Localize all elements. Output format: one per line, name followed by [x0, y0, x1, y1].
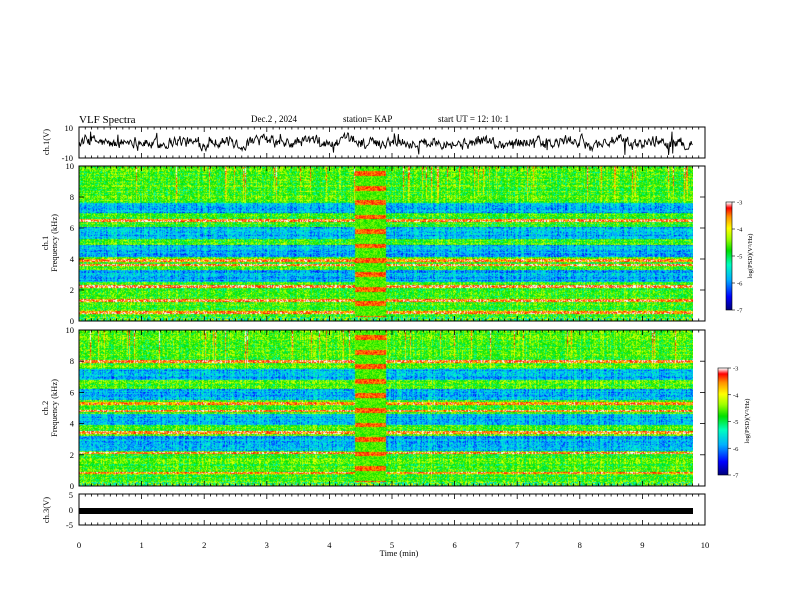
colorbar-tick-label: -5 [733, 419, 738, 426]
colorbar-tick-label: -3 [737, 200, 742, 207]
frequency-tick-label: 4 [70, 419, 75, 429]
colorbar-tick-label: -4 [733, 392, 739, 399]
time-axis-tick-labels: 0 1 2 3 4 5 6 7 8 9 10 [77, 540, 709, 550]
colorbar-tick-label: -7 [733, 473, 739, 480]
header-start-time: start UT = 12: 10: 1 [438, 114, 509, 124]
ch2-colorbar-image [718, 368, 728, 475]
frequency-tick-label: 6 [70, 223, 74, 233]
ch1-colorbar-ticks: -3 -4 -5 -6 -7 [732, 200, 743, 315]
colorbar-tick-label: -7 [737, 308, 743, 315]
ch1-spectrogram-yticks: 0 2 4 6 8 10 [66, 161, 705, 326]
frequency-tick-label: 0 [70, 316, 74, 326]
ch1-colorbar-label: log(PSD)(V²/Hz) [747, 234, 754, 279]
colorbar-tick-label: -6 [733, 446, 739, 453]
ch2-spectrogram-ticks [78, 330, 706, 486]
time-tick-label: 4 [327, 540, 332, 550]
frequency-tick-label: 2 [70, 450, 74, 460]
frequency-tick-label: 6 [70, 387, 74, 397]
frequency-tick-label: 10 [66, 161, 75, 171]
time-tick-label: 0 [77, 540, 81, 550]
time-tick-label: 3 [265, 540, 269, 550]
time-tick-label: 9 [640, 540, 644, 550]
ch3-waveform-trace [79, 508, 693, 514]
colorbar-tick-label: -3 [733, 366, 738, 373]
colorbar-tick-label: -6 [737, 281, 743, 288]
ch1-waveform-line [78, 131, 693, 156]
figure-title: VLF Spectra [79, 114, 136, 126]
ch2-colorbar-label: log(PSD)(V²/Hz) [744, 399, 751, 444]
ch3-ylabel: ch.3(V) [41, 497, 51, 523]
frequency-tick-label: 8 [70, 356, 74, 366]
ch1-ytick-top: 10 [65, 123, 74, 133]
time-axis-label: Time (min) [380, 548, 419, 558]
frequency-tick-label: 4 [70, 254, 75, 264]
ch1-waveform-ticks [78, 127, 706, 158]
colorbar-tick-label: -5 [737, 254, 742, 261]
ch2-spectrogram-ylabel-frequency: Frequency (kHz) [49, 379, 59, 437]
ch2-colorbar-ticks: -3 -4 -5 -6 -7 [728, 366, 739, 480]
ch3-waveform-panel: 5 0 -5 ch.3(V) 0 1 2 3 4 5 6 7 8 9 10 Time (min) [41, 490, 709, 558]
time-tick-label: 6 [452, 540, 456, 550]
ch3-ytick-top: 5 [69, 490, 73, 500]
header-date: Dec.2 , 2024 [251, 114, 297, 124]
ch2-spectrogram-image [79, 330, 693, 486]
frequency-tick-label: 8 [70, 192, 74, 202]
ch1-spectrogram-image [79, 166, 693, 321]
frequency-tick-label: 10 [66, 325, 75, 335]
frequency-tick-label: 2 [70, 285, 74, 295]
time-tick-label: 2 [202, 540, 206, 550]
time-tick-label: 8 [578, 540, 582, 550]
ch3-ytick-bottom: -5 [66, 520, 73, 530]
ch2-spectrogram-yticks: 0 2 4 6 8 10 [66, 325, 705, 491]
ch1-waveform-panel: 10 -10 ch.1(V) [41, 123, 706, 163]
time-tick-label: 1 [139, 540, 143, 550]
colorbar-tick-label: -4 [737, 227, 743, 234]
ch3-waveform-ticks [78, 494, 706, 525]
ch1-colorbar-image [726, 202, 732, 310]
header-station: station= KAP [343, 114, 392, 124]
ch1-spectrogram-ticks [78, 166, 706, 321]
time-tick-label: 10 [701, 540, 710, 550]
ch1-spectrogram-ylabel-frequency: Frequency (kHz) [49, 214, 59, 272]
frequency-tick-label: 0 [70, 481, 74, 491]
ch1-spectrogram-ylabel-channel: ch.1 [40, 236, 50, 250]
time-tick-label: 7 [515, 540, 519, 550]
time-tick-label: 5 [390, 540, 394, 550]
ch1-ytick-bottom: -10 [62, 153, 73, 163]
ch1-ylabel: ch.1(V) [41, 129, 51, 155]
ch3-ytick-mid: 0 [69, 505, 73, 515]
ch2-spectrogram-ylabel-channel: ch.2 [40, 401, 50, 415]
